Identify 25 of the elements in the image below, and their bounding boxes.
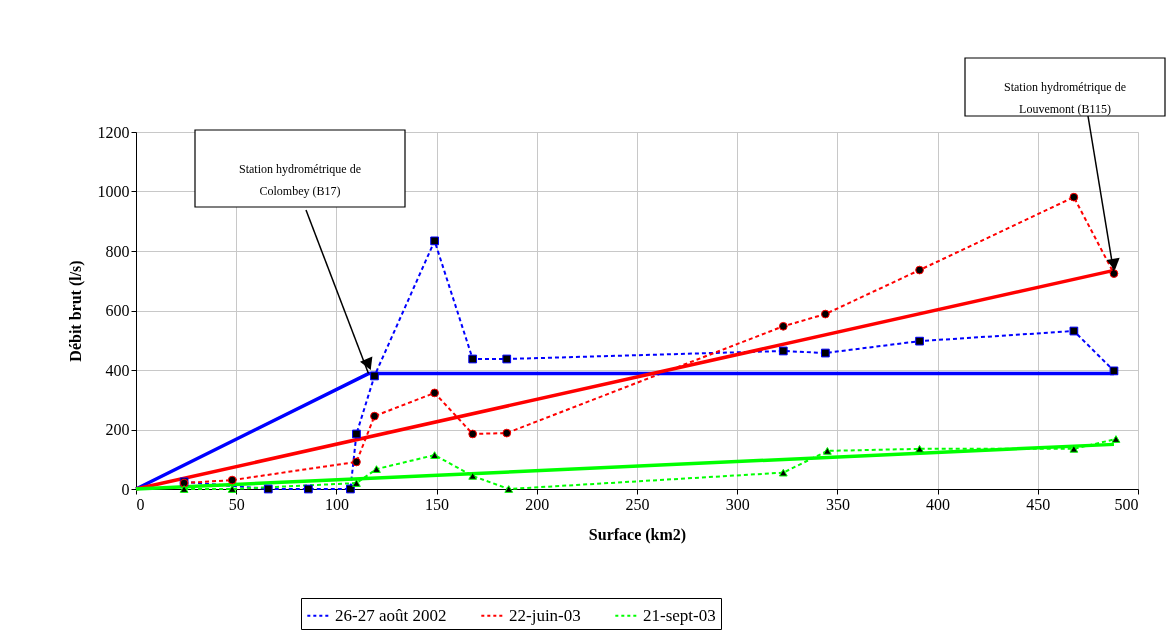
x-tick-label: 50 xyxy=(228,495,245,513)
x-tick-label: 150 xyxy=(425,495,450,513)
y-axis-title: Débit brut (l/s) xyxy=(66,260,85,362)
x-tick-label: 250 xyxy=(625,495,650,513)
y-tick-label: 400 xyxy=(105,361,130,379)
legend-label: 22-juin-03 xyxy=(509,605,581,625)
x-axis-title: Surface (km2) xyxy=(588,525,687,544)
x-tick-label: 450 xyxy=(1026,495,1051,513)
x-tick-label: 350 xyxy=(825,495,850,513)
legend-label: 21-sept-03 xyxy=(643,605,716,625)
y-tick-label: 600 xyxy=(105,302,130,319)
x-tick-label: 100 xyxy=(324,495,349,513)
x-tick-label: 400 xyxy=(926,495,951,513)
y-tick-label: 1000 xyxy=(97,183,130,200)
y-tick-label: 800 xyxy=(105,242,130,260)
y-tick-label: 200 xyxy=(105,421,130,438)
y-tick-label: 1200 xyxy=(97,123,130,141)
x-tick-label: 200 xyxy=(525,495,550,513)
x-tick-label: 300 xyxy=(725,495,750,513)
x-tick-label: 500 xyxy=(1114,495,1139,513)
x-tick-label: 0 xyxy=(136,495,145,513)
legend-label: 26-27 août 2002 xyxy=(335,605,447,625)
y-tick-label: 0 xyxy=(121,480,130,498)
annotation: Station hydrométrique de Colombey (B17) xyxy=(239,161,361,198)
annotation: Station hydrométrique de Louvemont (B115) xyxy=(1004,80,1126,116)
